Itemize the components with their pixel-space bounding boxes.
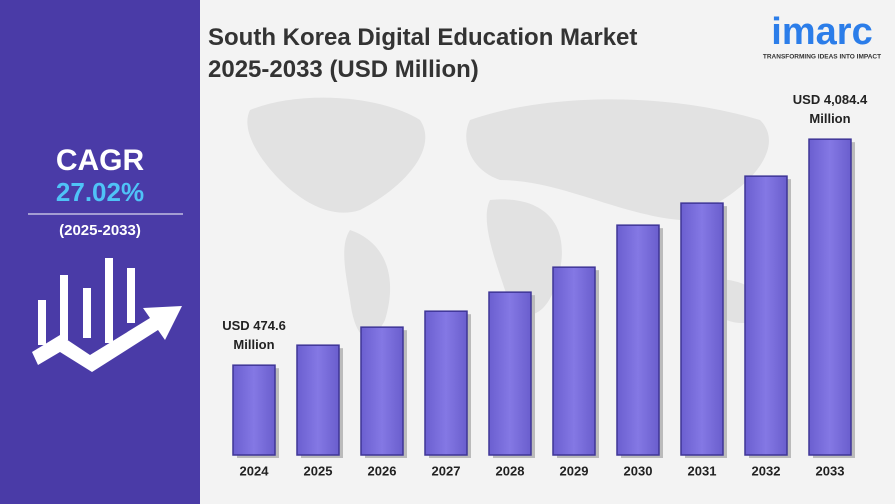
bar <box>488 291 532 456</box>
x-tick-label: 2024 <box>240 463 270 478</box>
cagr-value: 27.02% <box>56 177 144 207</box>
growth-icon <box>32 258 182 372</box>
cagr-label: CAGR <box>56 144 145 177</box>
sidebar <box>0 0 200 504</box>
x-tick-label: 2028 <box>496 463 525 478</box>
chart-title: South Korea Digital Education Market 202… <box>208 24 638 83</box>
bar <box>616 224 660 456</box>
logo-tagline: TRANSFORMING IDEAS INTO IMPACT <box>763 54 881 61</box>
data-label: USD 4,084.4 Million <box>793 93 868 127</box>
bar <box>680 202 724 456</box>
cagr-period: (2025-2033) <box>59 222 141 239</box>
bar <box>552 266 596 456</box>
x-tick-label: 2025 <box>304 463 333 478</box>
bar <box>744 175 788 456</box>
bar <box>360 326 404 456</box>
logo: imarc <box>771 11 872 53</box>
x-tick-label: 2029 <box>560 463 589 478</box>
x-tick-label: 2027 <box>432 463 461 478</box>
x-tick-label: 2030 <box>624 463 653 478</box>
bar <box>232 364 276 456</box>
bar <box>296 344 340 456</box>
x-tick-label: 2033 <box>816 463 845 478</box>
x-tick-label: 2031 <box>688 463 717 478</box>
bar <box>808 138 852 456</box>
x-tick-label: 2026 <box>368 463 397 478</box>
x-tick-label: 2032 <box>752 463 781 478</box>
bar <box>424 310 468 456</box>
data-label: USD 474.6 Million <box>222 319 286 353</box>
